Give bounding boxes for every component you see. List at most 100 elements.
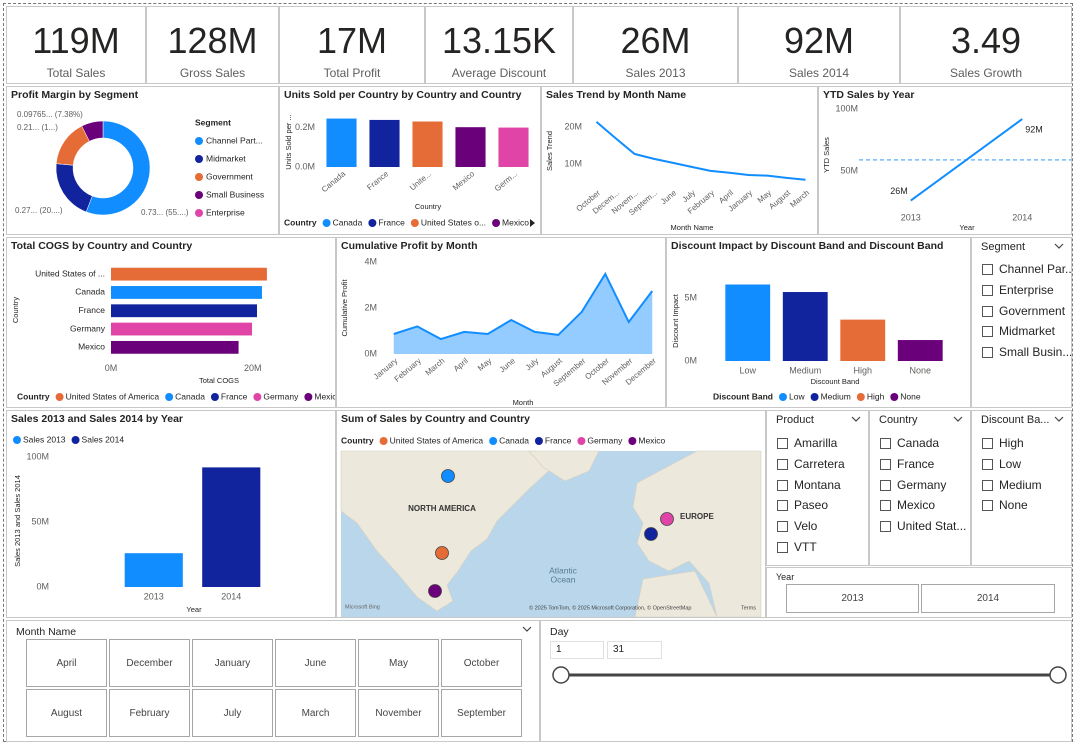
slicer-item[interactable]: Channel Par... — [999, 262, 1072, 276]
month-slicer: Month Name April December January June May Oct… — [6, 620, 540, 742]
slicer-item[interactable]: Montana — [794, 477, 841, 492]
slicer: Product Amarilla Carretera Montana Paseo Velo… — [766, 410, 869, 566]
x-tick-label: 2013 — [901, 212, 921, 222]
bar — [124, 553, 183, 587]
checkbox[interactable] — [982, 284, 993, 296]
map-bubble — [435, 546, 449, 560]
slicer-item[interactable]: Canada — [897, 436, 940, 450]
chart — [552, 666, 1067, 684]
slicer-item[interactable]: Amarilla — [794, 436, 838, 450]
checkbox[interactable] — [777, 479, 788, 491]
kpi-label: Gross Sales — [179, 66, 246, 80]
month-tile[interactable]: October — [441, 639, 522, 687]
checkbox[interactable] — [880, 438, 891, 449]
slicer-item[interactable]: Enterprise — [999, 282, 1054, 297]
slicer-item[interactable]: Carretera — [794, 456, 845, 471]
legend-marker — [492, 219, 501, 227]
chart: Sales Trend by Month Name10M20MOctoberDe… — [545, 89, 811, 232]
map-bubble — [441, 469, 455, 483]
slicer-item[interactable]: Midmarket — [999, 324, 1056, 339]
checkbox[interactable] — [982, 500, 993, 512]
map-bubble — [428, 584, 442, 598]
slicer-item[interactable]: United Stat... — [897, 519, 967, 534]
slicer-item[interactable]: Germany — [897, 477, 947, 492]
map-land — [528, 450, 600, 482]
kpi-label: Total Sales — [46, 66, 106, 80]
checkbox[interactable] — [982, 479, 993, 491]
chart: Sales 2013 and Sales 2014 by Year 0M 50M 10… — [11, 413, 261, 614]
checkbox[interactable] — [777, 500, 788, 512]
legend-label: Government — [206, 171, 253, 181]
checkbox[interactable] — [880, 458, 891, 470]
slicer-item[interactable]: Mexico — [897, 498, 936, 513]
x-axis-label: Month — [513, 398, 534, 407]
map-land — [632, 450, 762, 617]
y-tick-label: 50M — [31, 516, 49, 526]
checkbox[interactable] — [982, 347, 993, 359]
x-tick-label: August — [767, 188, 792, 211]
checkbox[interactable] — [777, 438, 788, 449]
month-tile[interactable]: December — [109, 639, 190, 687]
legend-label: United States of America — [66, 391, 160, 401]
legend-label: Canada — [333, 217, 363, 227]
year-tile[interactable]: 2013 — [786, 584, 919, 613]
legend-marker — [195, 191, 203, 199]
checkbox[interactable] — [982, 458, 993, 470]
dropdown-chevron — [522, 626, 532, 632]
checkbox[interactable] — [777, 521, 788, 533]
checkbox[interactable] — [777, 542, 788, 553]
legend-title: Country — [17, 391, 50, 401]
month-tile[interactable]: February — [109, 689, 190, 737]
kpi-value: 26M — [620, 20, 691, 61]
day-start-input[interactable]: 1 — [550, 641, 604, 659]
month-tile[interactable]: September — [441, 689, 522, 737]
slider-handle[interactable] — [552, 666, 570, 684]
checkbox[interactable] — [880, 500, 891, 512]
month-tile[interactable]: January — [192, 639, 273, 687]
month-tile[interactable]: May — [358, 639, 439, 687]
slicer: Discount Ba... High Low Medium None — [971, 410, 1072, 566]
legend-label: France — [378, 217, 405, 227]
slicer-item[interactable]: High — [999, 436, 1024, 450]
map-land — [634, 570, 718, 617]
checkbox[interactable] — [982, 326, 993, 338]
bar — [897, 340, 943, 361]
slicer-item[interactable]: Government — [999, 303, 1066, 318]
legend-marker — [253, 393, 262, 401]
y-tick-label: 10M — [564, 158, 582, 168]
checkbox[interactable] — [982, 305, 993, 317]
slicer-item[interactable]: Medium — [999, 477, 1042, 492]
slicer-item[interactable]: Velo — [794, 519, 818, 534]
data-label: 0.09765... (7.38%) — [17, 110, 83, 119]
legend-label: None — [900, 391, 921, 401]
slicer-item[interactable]: VTT — [794, 540, 817, 554]
chart-title: Sales Trend by Month Name — [546, 89, 686, 101]
slicer-item[interactable]: France — [897, 456, 935, 471]
slicer-item[interactable]: None — [999, 498, 1028, 513]
checkbox[interactable] — [982, 438, 993, 449]
month-tile[interactable]: July — [192, 689, 273, 737]
month-tile[interactable]: March — [275, 689, 356, 737]
slicer-item[interactable]: Small Busin... — [999, 345, 1072, 360]
month-tile[interactable]: November — [358, 689, 439, 737]
x-tick-label: Germ... — [493, 169, 519, 193]
checkbox[interactable] — [777, 458, 788, 470]
month-tile[interactable]: August — [26, 689, 107, 737]
checkbox[interactable] — [880, 479, 891, 491]
map-bubble — [644, 527, 658, 541]
year-tile[interactable]: 2014 — [921, 584, 1055, 613]
month-tile[interactable]: April — [26, 639, 107, 687]
slicer-item[interactable]: Low — [999, 456, 1022, 471]
month-tile[interactable]: June — [275, 639, 356, 687]
day-end-input[interactable]: 31 — [607, 641, 662, 659]
slicer-item[interactable]: Paseo — [794, 498, 829, 513]
checkbox[interactable] — [982, 264, 993, 275]
slider-handle[interactable] — [1049, 666, 1067, 684]
chart-panel: YTD Sales by Year 50M 100M 2013 2014 26M 92M Ye… — [818, 86, 1072, 235]
area-fill — [393, 273, 653, 354]
legend-label: Mexico — [314, 391, 335, 401]
checkbox[interactable] — [880, 521, 891, 533]
legend-title: Country — [341, 435, 374, 445]
day-slicer: Day 1 31 — [540, 620, 1072, 742]
map-attribution: Terms — [741, 605, 756, 611]
